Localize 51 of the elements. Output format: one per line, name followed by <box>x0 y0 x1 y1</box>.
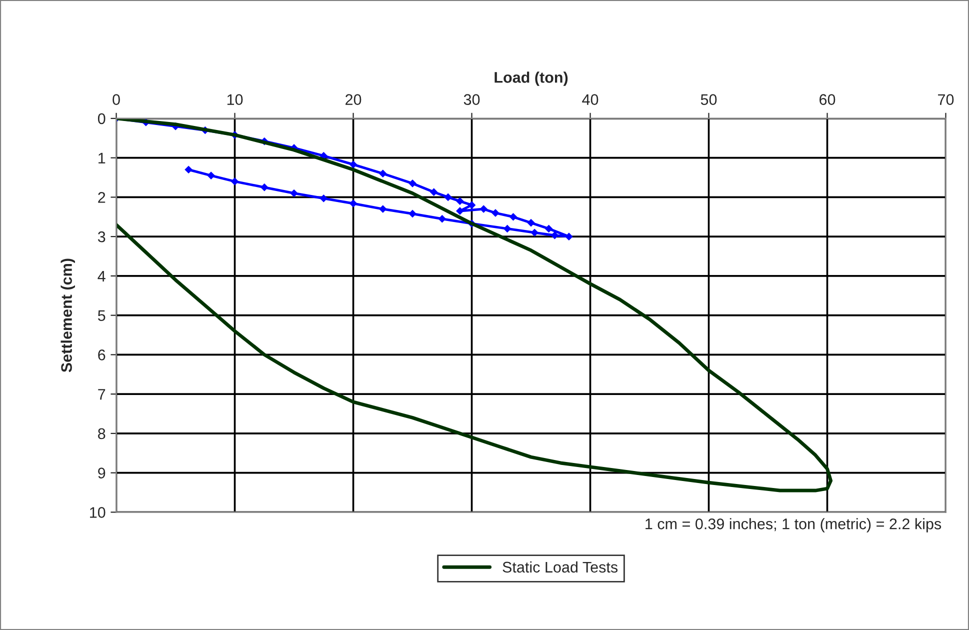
point <box>408 179 416 188</box>
line-series <box>116 118 833 492</box>
x-tick-label: 40 <box>582 94 598 106</box>
x-tick-label: 0 <box>112 94 120 106</box>
legend-label: Static Load Tests <box>502 561 618 573</box>
y-tick-label: 0 <box>98 113 106 124</box>
point <box>207 172 216 180</box>
y-tick-label: 4 <box>98 270 106 282</box>
point <box>503 224 512 233</box>
y-axis-title: Settlement (cm) <box>60 258 75 372</box>
y-tick-label: 5 <box>98 310 106 321</box>
point <box>438 214 446 223</box>
point <box>550 231 559 240</box>
x-tick-label: 60 <box>820 94 836 106</box>
point <box>184 166 192 174</box>
point <box>456 207 464 215</box>
point <box>349 160 358 168</box>
x-axis-title: Load (ton) <box>494 72 568 86</box>
point <box>408 210 416 218</box>
point <box>444 193 452 202</box>
point <box>456 197 464 206</box>
point <box>530 228 538 237</box>
point <box>565 232 573 240</box>
y-tick-label: 2 <box>98 192 106 203</box>
y-tick-label: 9 <box>98 468 106 478</box>
point <box>468 201 476 209</box>
x-tick-label: 10 <box>227 94 243 106</box>
point <box>492 209 500 217</box>
y-tick-label: 6 <box>98 350 106 360</box>
point <box>378 205 387 213</box>
y-tick-label: 7 <box>98 389 106 400</box>
y-tick-label: 1 <box>98 152 106 164</box>
y-tick-label: 10 <box>90 507 106 518</box>
x-tick-label: 70 <box>938 94 954 106</box>
point <box>527 218 535 227</box>
point <box>378 170 387 178</box>
point <box>509 212 518 221</box>
point <box>349 200 358 208</box>
x-tick-label: 20 <box>346 94 362 106</box>
point <box>290 189 298 198</box>
point <box>544 224 553 233</box>
point <box>230 178 239 186</box>
point <box>260 183 268 192</box>
x-tick-label: 30 <box>464 94 480 106</box>
point <box>480 205 488 213</box>
text: 1 cm = 0.39 inches; 1 ton (metric) = 2.2 kips <box>646 518 942 532</box>
point <box>320 194 328 202</box>
x-tick-label: 50 <box>700 94 717 106</box>
y-tick-label: 8 <box>98 428 106 440</box>
point <box>430 188 438 196</box>
y-tick-label: 3 <box>98 231 106 242</box>
